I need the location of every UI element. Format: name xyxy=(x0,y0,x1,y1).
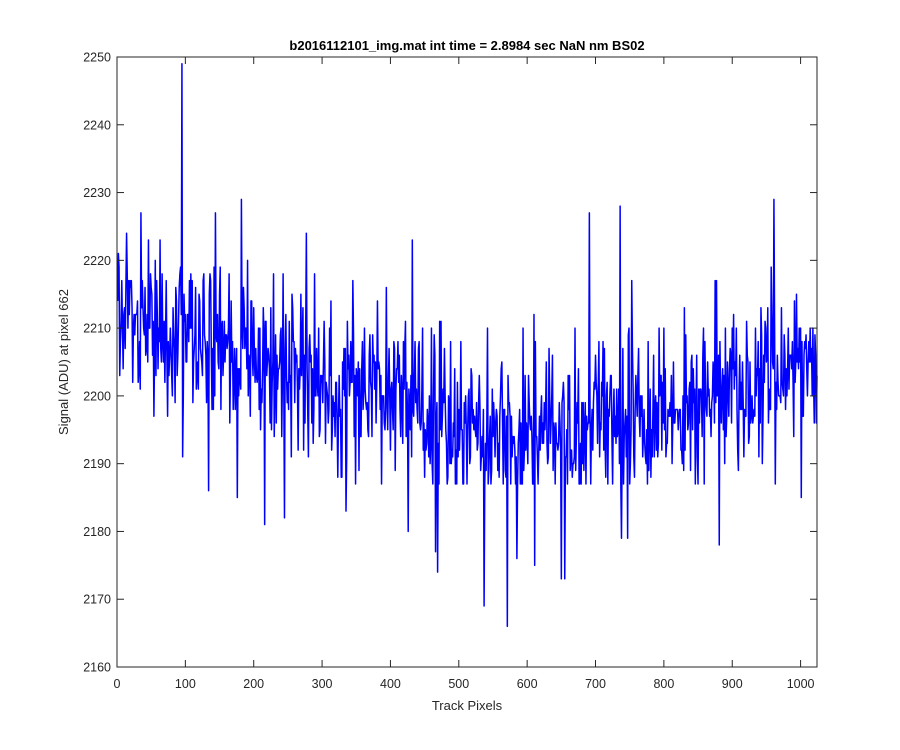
series-layer xyxy=(116,63,818,628)
plot-area: 0 100 200 300 400 500 600 700 800 900 1000 2160 217… xyxy=(83,51,818,691)
x-tick-label: 700 xyxy=(585,677,606,691)
y-tick-label: 2210 xyxy=(83,322,111,336)
y-tick-label: 2230 xyxy=(83,186,111,200)
y-tick-label: 2220 xyxy=(83,254,111,268)
x-tick-label: 900 xyxy=(722,677,743,691)
chart-title: b2016112101_img.mat int time = 2.8984 se… xyxy=(289,38,644,53)
y-tick-label: 2240 xyxy=(83,118,111,132)
x-axis-ticks: 0 100 200 300 400 500 600 700 800 900 1000 xyxy=(114,57,815,691)
y-tick-label: 2190 xyxy=(83,457,111,471)
x-tick-label: 400 xyxy=(380,677,401,691)
y-tick-label: 2250 xyxy=(83,51,111,65)
x-tick-label: 200 xyxy=(243,677,264,691)
x-tick-label: 500 xyxy=(448,677,469,691)
axes-box xyxy=(116,56,818,668)
y-axis-label: Signal (ADU) at pixel 662 xyxy=(56,289,71,435)
x-tick-label: 1000 xyxy=(787,677,815,691)
y-tick-label: 2170 xyxy=(83,593,111,607)
x-axis-label: Track Pixels xyxy=(432,698,503,713)
y-axis-ticks: 2160 2170 2180 2190 2200 2210 2220 2230 2240 2250 xyxy=(83,51,817,675)
y-tick-label: 2200 xyxy=(83,389,111,403)
x-tick-label: 600 xyxy=(517,677,538,691)
x-tick-label: 100 xyxy=(175,677,196,691)
series-line xyxy=(116,63,818,628)
y-tick-label: 2180 xyxy=(83,525,111,539)
x-tick-label: 800 xyxy=(653,677,674,691)
x-tick-label: 0 xyxy=(114,677,121,691)
x-tick-label: 300 xyxy=(312,677,333,691)
y-tick-label: 2160 xyxy=(83,661,111,675)
